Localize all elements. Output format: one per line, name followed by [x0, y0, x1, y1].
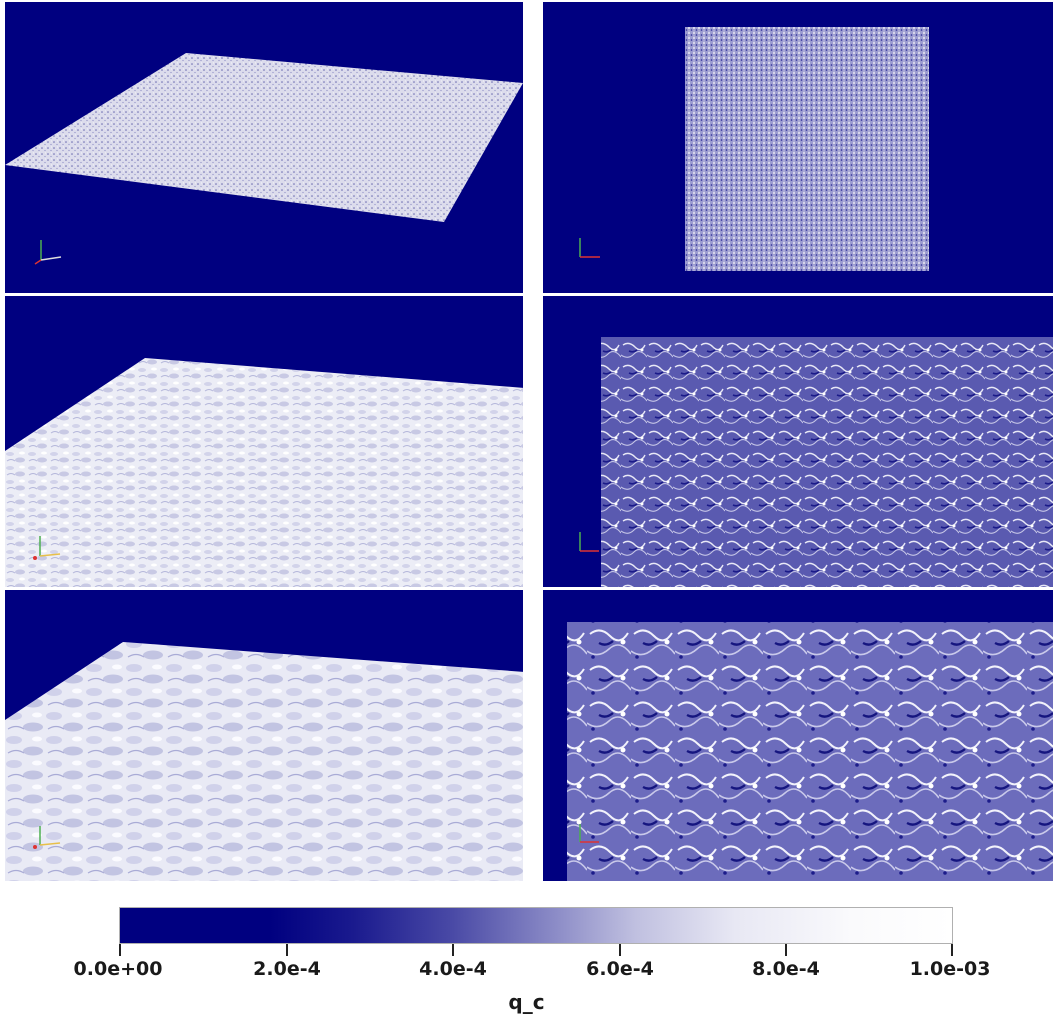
field-render [579, 27, 929, 271]
axes-triad-icon [579, 824, 599, 843]
render-panel-oblique-fine [5, 2, 523, 293]
colorbar-tick [452, 944, 454, 956]
render-panel-topdown-coarse [543, 590, 1053, 881]
render-panel-oblique-coarse [5, 590, 523, 881]
colorbar-tick [286, 944, 288, 956]
colorbar-tick-label: 2.0e-4 [253, 958, 321, 980]
field-render [5, 642, 523, 881]
axes-triad-icon [579, 532, 599, 552]
field-render [567, 622, 1053, 881]
field-render [5, 358, 523, 587]
colorbar [119, 907, 953, 944]
axes-triad-icon [579, 238, 600, 258]
colorbar-tick [119, 944, 121, 956]
render-panel-topdown-fine [543, 2, 1053, 293]
render-panel-topdown-medium [543, 296, 1053, 587]
colorbar-tick [619, 944, 621, 956]
colorbar-tick-label: 6.0e-4 [586, 958, 654, 980]
colorbar-tick-label: 4.0e-4 [419, 958, 487, 980]
render-panel-oblique-medium [5, 296, 523, 587]
axes-triad-icon [33, 826, 61, 849]
axes-triad-icon [34, 240, 62, 265]
field-render [5, 53, 523, 265]
colorbar-tick [785, 944, 787, 956]
colorbar-tick-label: 8.0e-4 [752, 958, 820, 980]
field-render [579, 337, 1053, 587]
colorbar-title: q_c [508, 990, 545, 1014]
colorbar-tick-label: 1.0e-03 [909, 958, 991, 980]
axes-triad-icon [33, 536, 61, 560]
colorbar-tick [951, 944, 953, 956]
colorbar-tick-label: 0.0e+00 [73, 958, 163, 980]
